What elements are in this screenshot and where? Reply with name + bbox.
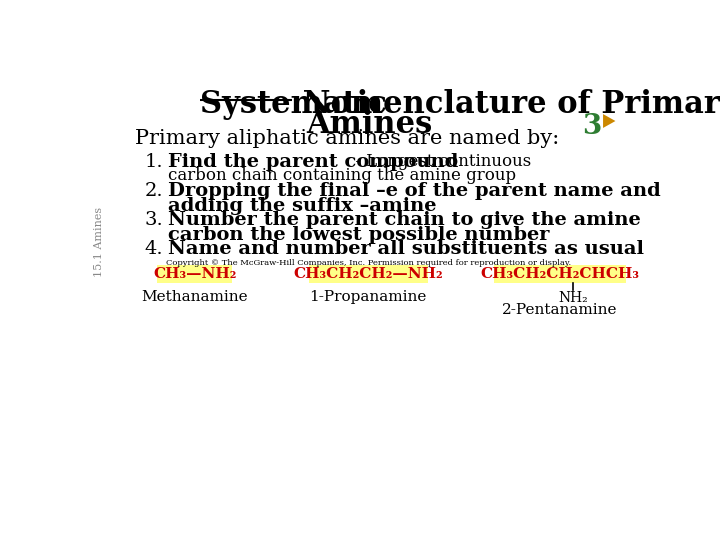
Text: 1-Propanamine: 1-Propanamine [310,289,427,303]
FancyBboxPatch shape [494,265,626,284]
Text: 3: 3 [582,112,602,139]
Text: Copyright © The McGraw-Hill Companies, Inc. Permission required for reproduction: Copyright © The McGraw-Hill Companies, I… [166,259,572,267]
Text: Find the parent compound: Find the parent compound [168,153,458,171]
Polygon shape [603,114,616,128]
Text: carbon the lowest possible number: carbon the lowest possible number [168,226,549,245]
Text: Methanamine: Methanamine [141,289,248,303]
FancyBboxPatch shape [309,265,428,284]
Text: Number the parent chain to give the amine: Number the parent chain to give the amin… [168,211,640,229]
Text: CH₃CH₂CH₂—NH₂: CH₃CH₂CH₂—NH₂ [294,267,443,281]
Text: 2-Pentanamine: 2-Pentanamine [502,303,618,318]
Text: Name and number all substituents as usual: Name and number all substituents as usua… [168,240,644,258]
Text: Dropping the final –e of the parent name and: Dropping the final –e of the parent name… [168,182,660,200]
Text: Amines: Amines [306,109,432,140]
Text: Nomenclature of Primary: Nomenclature of Primary [292,90,720,120]
Text: Systematic: Systematic [200,90,387,120]
Text: 2.: 2. [144,182,163,200]
Text: - Longest continuous: - Longest continuous [351,153,531,170]
Text: adding the suffix –amine: adding the suffix –amine [168,197,436,215]
Text: 1.: 1. [144,153,163,171]
Text: Primary aliphatic amines are named by:: Primary aliphatic amines are named by: [135,130,559,148]
Text: carbon chain containing the amine group: carbon chain containing the amine group [168,167,516,184]
Text: 15.1 Amines: 15.1 Amines [94,207,104,277]
Text: NH₂: NH₂ [558,291,588,305]
Text: CH₃CH₂CH₂CHCH₃: CH₃CH₂CH₂CHCH₃ [480,267,639,281]
FancyBboxPatch shape [158,265,232,284]
Text: 4.: 4. [144,240,163,258]
Text: CH₃—NH₂: CH₃—NH₂ [153,267,236,281]
Text: 3.: 3. [144,211,163,229]
